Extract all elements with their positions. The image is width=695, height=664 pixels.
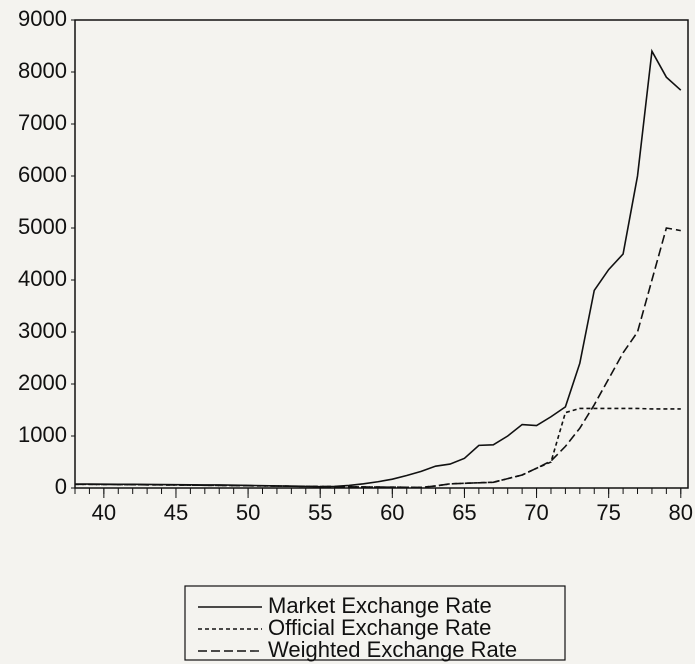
- y-tick-label: 2000: [18, 370, 67, 395]
- page: 0 1000 2000 3000 4000 5000 6000 7000 8000 9000 40 4…: [0, 0, 695, 664]
- legend-label: Weighted Exchange Rate: [268, 637, 517, 662]
- x-tick-label: 70: [524, 500, 548, 525]
- x-tick-label: 75: [596, 500, 620, 525]
- x-tick-label: 80: [669, 500, 693, 525]
- y-tick-label: 6000: [18, 162, 67, 187]
- y-tick-label: 1000: [18, 422, 67, 447]
- x-tick-label: 65: [452, 500, 476, 525]
- series-line: [75, 228, 681, 487]
- y-tick-label: 4000: [18, 266, 67, 291]
- series-line: [75, 51, 681, 487]
- y-tick-label: 7000: [18, 110, 67, 135]
- series-line: [75, 408, 681, 487]
- y-tick-label: 3000: [18, 318, 67, 343]
- plot-frame: [75, 20, 688, 488]
- y-tick-label: 5000: [18, 214, 67, 239]
- x-tick-label: 40: [92, 500, 116, 525]
- x-tick-label: 50: [236, 500, 260, 525]
- chart: 0 1000 2000 3000 4000 5000 6000 7000 8000 9000 40 4…: [0, 0, 695, 664]
- x-tick-label: 60: [380, 500, 404, 525]
- y-tick-label: 9000: [18, 6, 67, 31]
- y-tick-label: 8000: [18, 58, 67, 83]
- x-tick-label: 55: [308, 500, 332, 525]
- y-tick-label: 0: [55, 474, 67, 499]
- x-tick-label: 45: [164, 500, 188, 525]
